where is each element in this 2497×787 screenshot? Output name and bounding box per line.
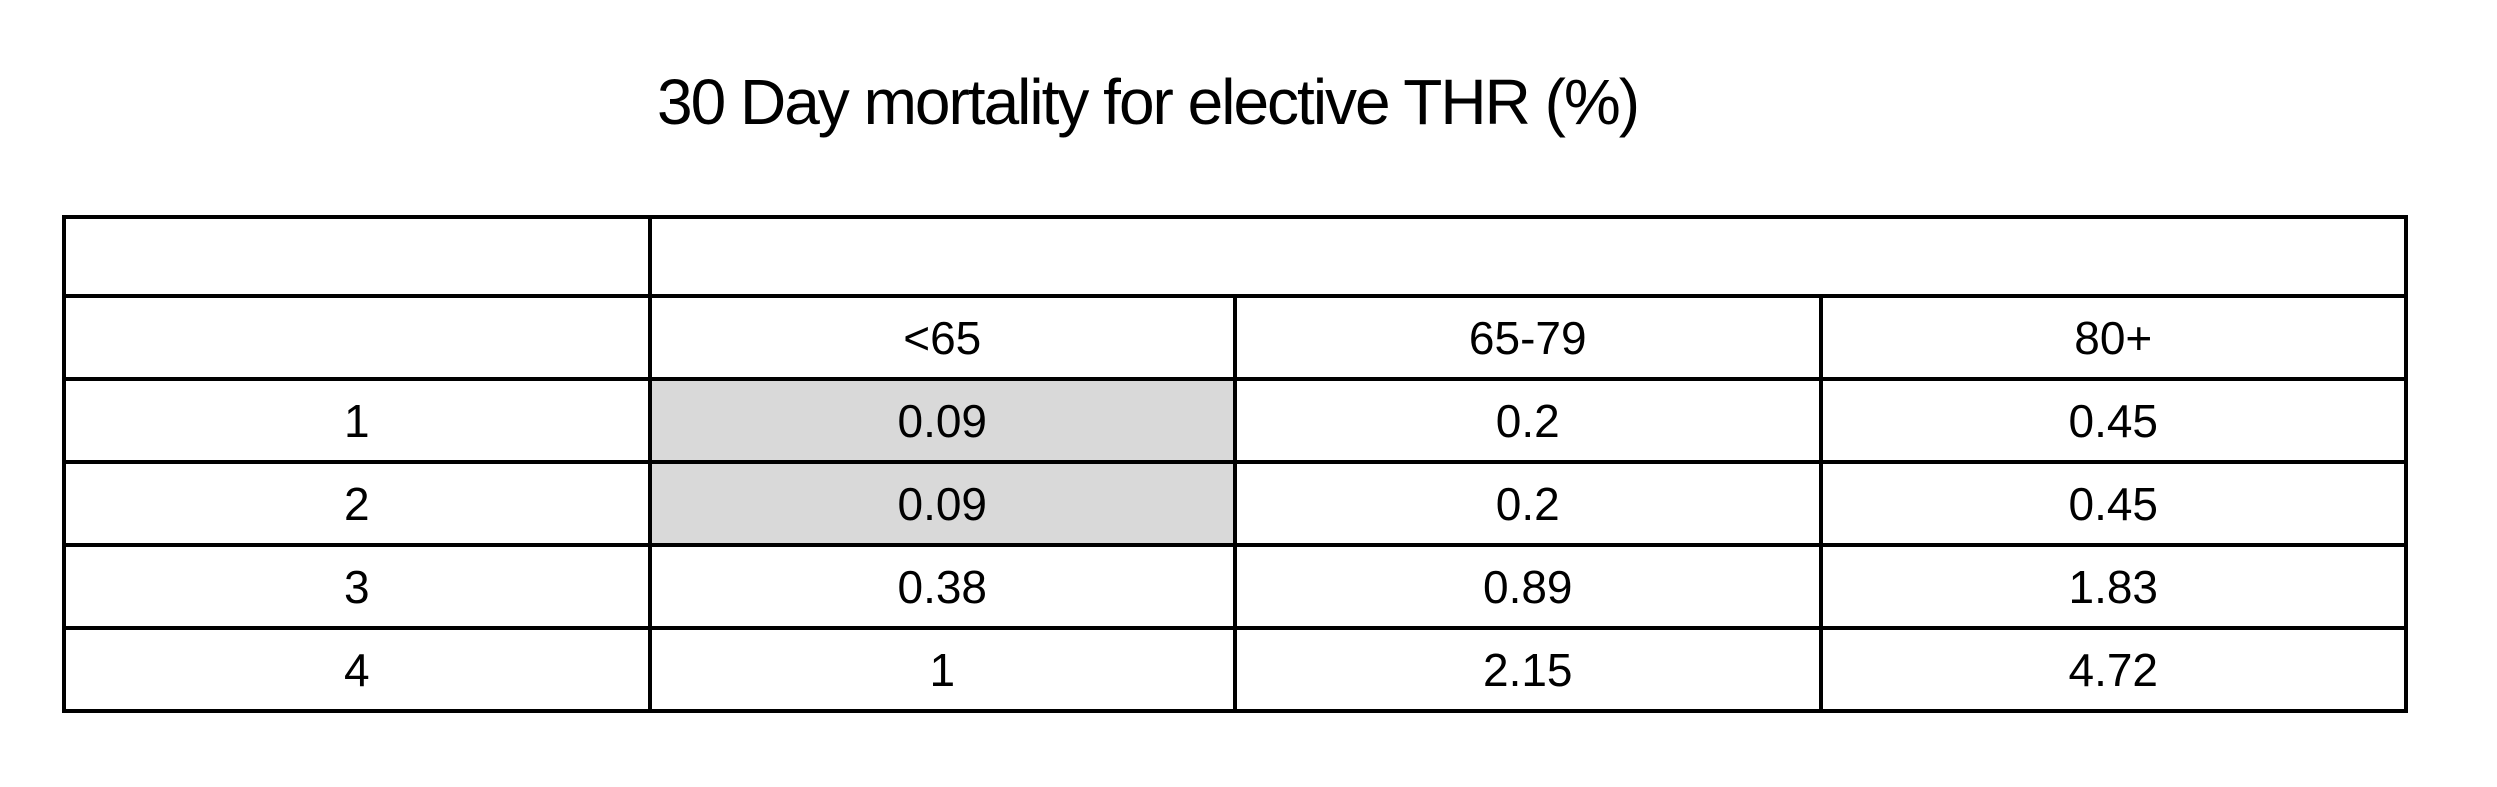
age-banner-cell: [647, 215, 2408, 298]
value-cell: 0.38: [647, 543, 1237, 630]
value-cell: 0.45: [1818, 377, 2408, 464]
table-row-grade-2: 2 0.09 0.2 0.45: [62, 460, 2408, 547]
value-cell: 0.2: [1233, 377, 1823, 464]
value-cell: 4.72: [1818, 626, 2408, 713]
row-label: 4: [62, 626, 652, 713]
row-label: 2: [62, 460, 652, 547]
row-label: 3: [62, 543, 652, 630]
value-cell: 0.89: [1233, 543, 1823, 630]
row-header-blank-cell: [62, 294, 652, 381]
value-cell-highlighted: 0.09: [647, 377, 1237, 464]
col-header-80-plus: 80+: [1818, 294, 2408, 381]
table-banner-row: [62, 215, 2408, 298]
value-cell: 1: [647, 626, 1237, 713]
table-row-grade-4: 4 1 2.15 4.72: [62, 626, 2408, 713]
col-header-65-79: 65-79: [1233, 294, 1823, 381]
row-label: 1: [62, 377, 652, 464]
value-cell-highlighted: 0.09: [647, 460, 1237, 547]
value-cell: 0.45: [1818, 460, 2408, 547]
mortality-table: <65 65-79 80+ 1 0.09 0.2 0.45 2 0.09 0.2…: [62, 215, 2408, 713]
col-header-under-65: <65: [647, 294, 1237, 381]
table-row-grade-3: 3 0.38 0.89 1.83: [62, 543, 2408, 630]
table-header-row: <65 65-79 80+: [62, 294, 2408, 381]
value-cell: 2.15: [1233, 626, 1823, 713]
corner-cell: [62, 215, 652, 298]
page-title: 30 Day mortality for elective THR (%): [657, 66, 1640, 138]
table-row-grade-1: 1 0.09 0.2 0.45: [62, 377, 2408, 464]
value-cell: 0.2: [1233, 460, 1823, 547]
value-cell: 1.83: [1818, 543, 2408, 630]
